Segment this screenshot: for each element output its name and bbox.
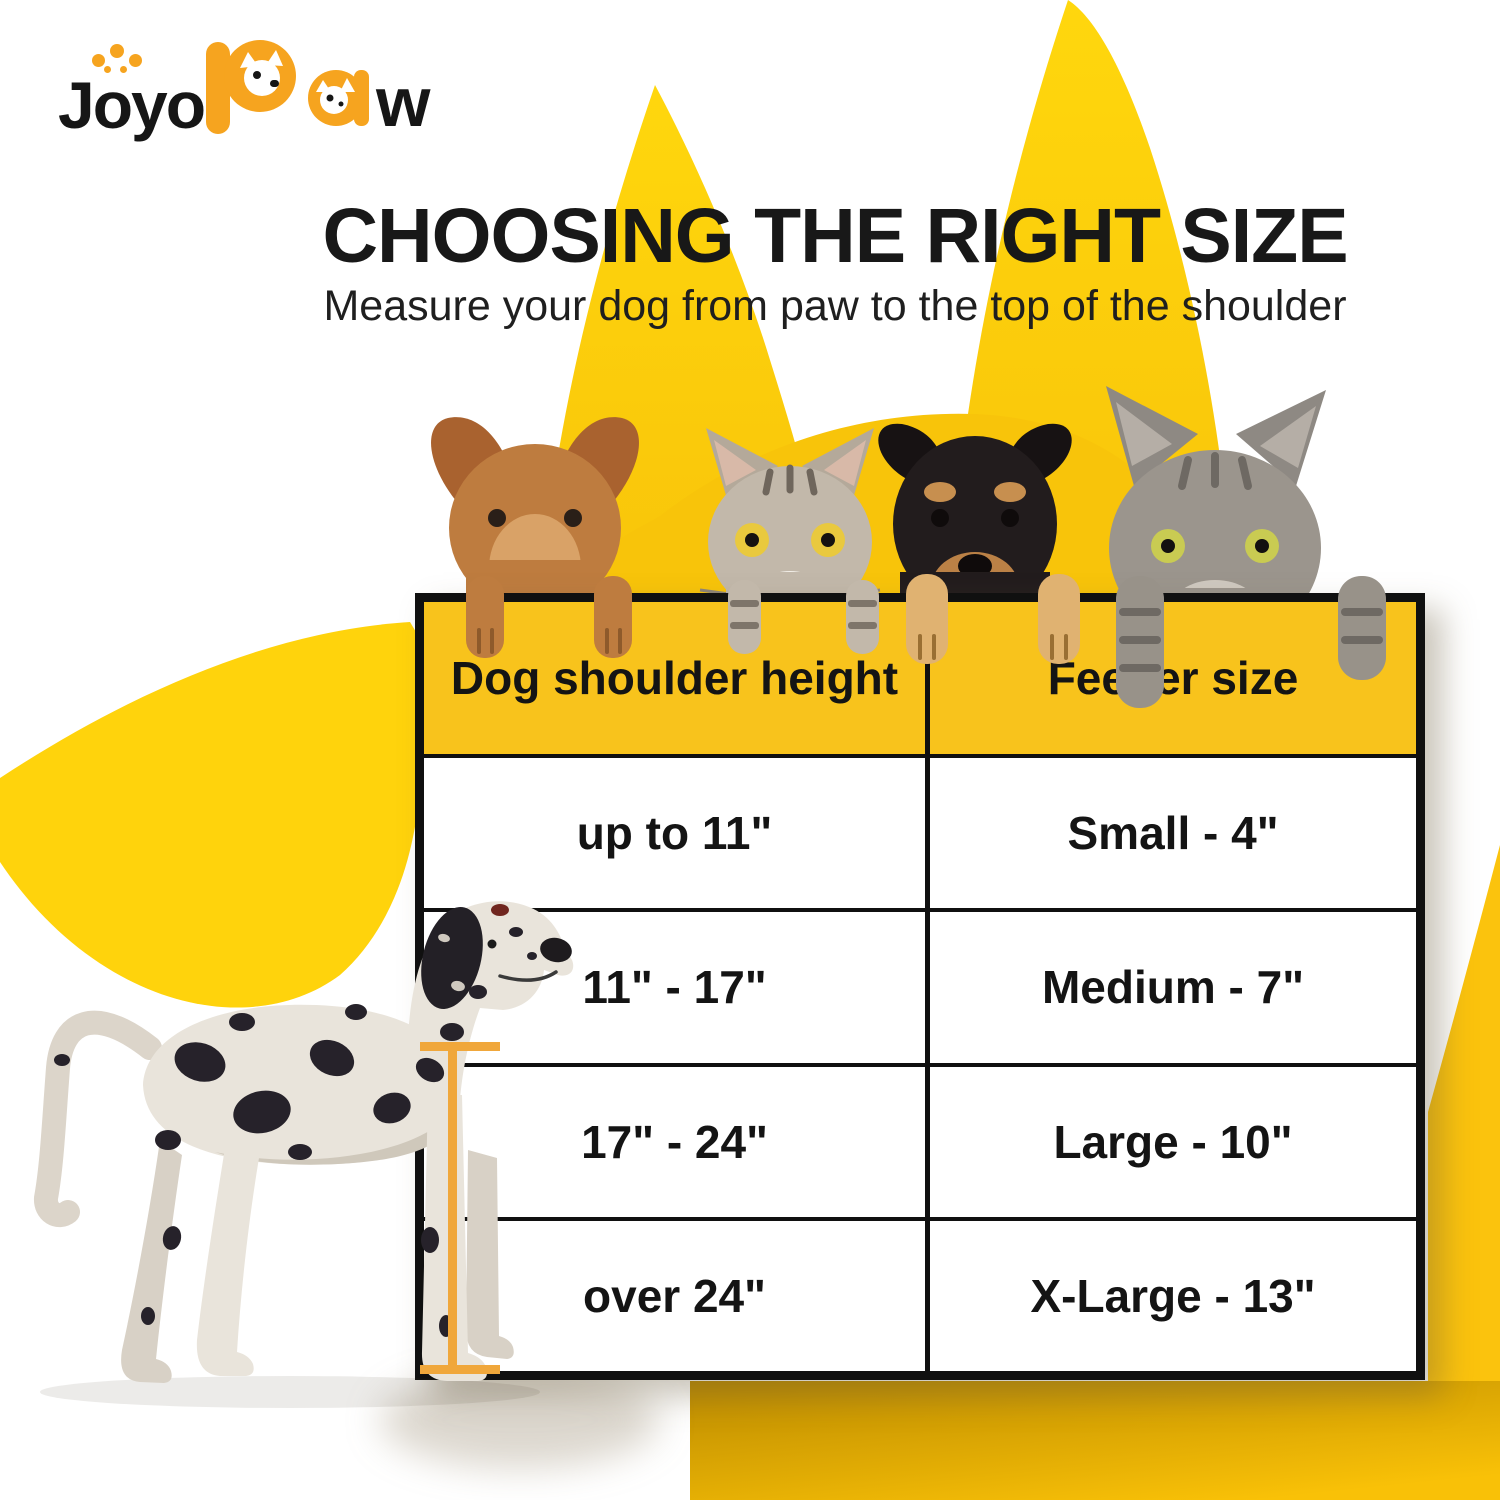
- cell-shoulder-height-row1: up to 11": [424, 754, 930, 909]
- column-header-feeder-size: Feeder size: [930, 602, 1416, 754]
- bottom-right-shape: [1428, 845, 1500, 1500]
- logo-letter-p-dog-icon: [206, 40, 297, 134]
- page-subtitle: Measure your dog from paw to the top of …: [323, 282, 1347, 330]
- cell-feeder-size-row2: Medium - 7": [930, 908, 1416, 1062]
- brand-wordmark-paw: w: [206, 40, 431, 138]
- cell-shoulder-height-row2: 11" - 17": [424, 908, 930, 1063]
- cell-feeder-size-row1: Small - 4": [930, 754, 1416, 908]
- logo-letter-a-cat-icon: [308, 70, 370, 126]
- dalmatian-tail: [34, 1010, 162, 1228]
- paw-dots-icon: [92, 44, 152, 74]
- size-table: Dog shoulder height Feeder size up to 11…: [415, 593, 1425, 1380]
- column-header-shoulder-height: Dog shoulder height: [424, 602, 930, 754]
- corner-shadow: [380, 1372, 660, 1468]
- logo-letter-o: o: [92, 68, 133, 142]
- cell-feeder-size-row4: X-Large - 13": [930, 1216, 1416, 1371]
- cell-shoulder-height-row3: 17" - 24": [424, 1062, 930, 1217]
- cell-feeder-size-row3: Large - 10": [930, 1062, 1416, 1217]
- petal-base-shape: [545, 413, 1205, 604]
- logo-letter-j: J: [58, 68, 95, 142]
- cell-shoulder-height-row4: over 24": [424, 1216, 930, 1371]
- bottom-gold-band: [690, 1381, 1500, 1500]
- logo-letter-w: w: [375, 63, 431, 138]
- paw-pad-shape: [0, 622, 423, 1008]
- petal-left-shape: [540, 85, 821, 604]
- page-title: CHOOSING THE RIGHT SIZE: [322, 193, 1348, 279]
- logo-letters-yo: yo: [131, 68, 206, 142]
